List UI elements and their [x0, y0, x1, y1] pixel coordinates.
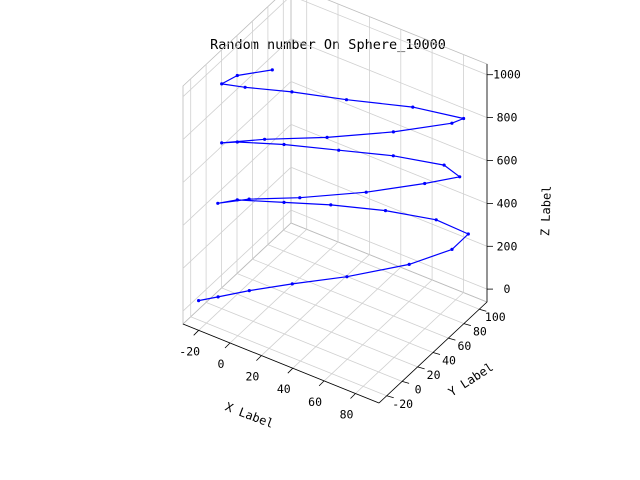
data-point [290, 282, 294, 286]
y-grid-line-floor [236, 273, 434, 353]
y-tick-label: -20 [392, 397, 413, 411]
x-tick [224, 342, 231, 349]
data-point [434, 218, 438, 222]
data-point [235, 198, 239, 202]
data-point [216, 295, 220, 299]
chart-title: Random number On Sphere_10000 [210, 37, 446, 53]
z-axis-label: Z Label [538, 185, 554, 236]
data-point [407, 262, 411, 266]
z-tick-label: 1000 [493, 68, 521, 82]
y-tick [479, 308, 487, 312]
y-tick-label: 40 [442, 354, 456, 368]
z-grid-line-left [182, 209, 292, 312]
x-tick-label: -20 [179, 344, 200, 358]
data-point [450, 121, 454, 125]
data-point [247, 197, 251, 201]
axis-lines [182, 64, 488, 404]
data-point [235, 73, 239, 78]
grid-lines [182, 0, 488, 397]
data-point [247, 289, 251, 293]
z-grid-line-back [290, 124, 488, 204]
left-pane [182, 0, 292, 325]
data-point [197, 299, 201, 303]
data-point [290, 90, 294, 94]
x-tick [256, 355, 262, 361]
data-point [383, 209, 388, 213]
x-tick-label: 40 [277, 382, 291, 396]
data-point [220, 141, 224, 145]
y-grid-line-floor [221, 287, 418, 368]
x-axis-label: X Label [223, 400, 275, 431]
z-tick-label: 800 [497, 111, 518, 125]
y-tick [463, 323, 472, 326]
z-grid-line-back [290, 209, 488, 290]
y-tick-label: 100 [485, 310, 506, 324]
y-tick-label: 20 [427, 368, 441, 382]
data-point [216, 201, 220, 205]
x-tick [287, 367, 294, 374]
y-grid-line-floor [190, 316, 387, 397]
z-tick-label: 0 [504, 282, 511, 296]
x-tick-label: 80 [340, 408, 354, 422]
x-axis-line [182, 323, 380, 404]
y-grid-line-floor [205, 302, 403, 382]
z-grid-line-left [182, 38, 292, 140]
data-point [337, 148, 341, 152]
data-point [391, 154, 395, 158]
y-tick [386, 395, 394, 399]
z-grid-line-left [182, 81, 292, 183]
x-tick-label: 0 [218, 357, 225, 371]
data-point [364, 190, 368, 194]
data-point [220, 82, 224, 86]
y-tick-label: 0 [415, 382, 422, 396]
z-grid-line-left [182, 124, 292, 226]
data-point [391, 130, 395, 134]
x-tick [193, 330, 199, 336]
data-point [243, 85, 247, 89]
z-grid-line-back [290, 166, 488, 247]
data-point [235, 140, 239, 144]
data-point [329, 203, 333, 207]
data-point [450, 247, 454, 251]
data-point [442, 163, 446, 167]
z-grid-line-left [182, 167, 292, 269]
y-tick-label: 60 [457, 339, 471, 353]
series-line [198, 69, 469, 302]
data-point [462, 116, 466, 121]
z-tick-label: 400 [497, 196, 518, 210]
y-tick [432, 352, 441, 355]
x-tick [318, 380, 325, 387]
data-point [270, 68, 274, 72]
data-point [411, 105, 415, 109]
y-grid-line-floor [252, 258, 449, 339]
data-point [466, 232, 470, 236]
tick-marks [193, 74, 493, 399]
data-point [282, 200, 286, 204]
data-point [325, 135, 329, 139]
y-grid-line-floor [267, 244, 465, 324]
tick-labels: -20020406080-200204060801000200400600800… [179, 68, 521, 422]
y-tick-label: 80 [473, 325, 487, 339]
data-point [345, 275, 349, 279]
y-tick [401, 381, 410, 384]
x-tick [350, 393, 356, 399]
x-tick-label: 20 [245, 370, 259, 384]
data-point [344, 98, 349, 102]
data-point [263, 137, 267, 141]
y-tick [448, 337, 456, 341]
data-point [458, 175, 462, 179]
z-grid-line-back [290, 81, 488, 161]
data-point [298, 196, 302, 200]
z-grid-line-back [290, 38, 488, 118]
data-point [282, 142, 286, 147]
y-tick [417, 366, 425, 370]
z-grid-line-back [300, 0, 488, 76]
data-point [423, 181, 427, 186]
series-group [197, 68, 470, 303]
z-tick-label: 600 [497, 154, 518, 168]
z-grid-line-left [182, 0, 287, 97]
x-tick-label: 60 [308, 395, 322, 409]
z-tick-label: 200 [497, 239, 518, 253]
